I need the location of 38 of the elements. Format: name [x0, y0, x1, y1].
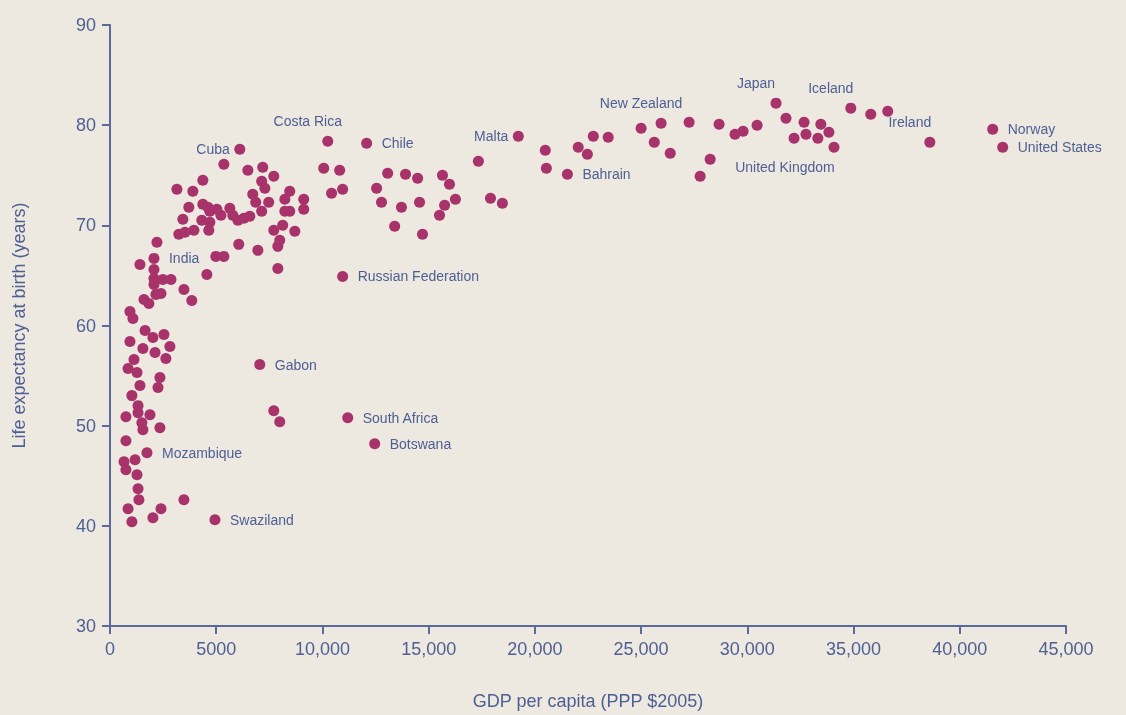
annotation: New Zealand — [599, 95, 683, 112]
annotation: Costa Rica — [273, 113, 343, 130]
y-tick-label: 60 — [75, 315, 96, 336]
x-tick-label: 25,000 — [613, 639, 669, 659]
x-tick-label: 0 — [104, 639, 116, 659]
annotation: United States — [1017, 139, 1102, 156]
y-tick-label: 90 — [75, 15, 96, 35]
x-tick-label: 10,000 — [294, 639, 350, 659]
annotation: Bahrain — [582, 166, 631, 183]
annotation: Norway — [1007, 121, 1056, 138]
annotation: Cuba — [196, 141, 231, 158]
y-tick-label: 50 — [75, 415, 96, 436]
x-tick-label: 5000 — [196, 639, 237, 659]
annotation: Malta — [474, 128, 509, 145]
x-tick-label: 40,000 — [932, 639, 988, 659]
annotation: United Kingdom — [735, 159, 835, 176]
annotation: Ireland — [888, 114, 932, 131]
y-tick-label: 40 — [75, 515, 96, 536]
annotation: South Africa — [362, 409, 439, 426]
y-axis-title: Life expectancy at birth (years) — [9, 202, 29, 449]
x-tick-label: 45,000 — [1038, 639, 1094, 659]
annotation: Swaziland — [229, 511, 294, 528]
annotation: Russian Federation — [357, 268, 480, 285]
x-tick-label: 15,000 — [401, 639, 457, 659]
x-axis-title: GDP per capita (PPP $2005) — [472, 691, 704, 711]
y-tick-label: 70 — [75, 215, 96, 236]
annotation: India — [168, 250, 200, 267]
x-tick-label: 35,000 — [826, 639, 882, 659]
annotation: Mozambique — [161, 444, 243, 461]
annotation: Iceland — [808, 80, 854, 97]
y-tick-label: 30 — [75, 616, 96, 636]
x-tick-label: 30,000 — [719, 639, 775, 659]
x-tick-label: 20,000 — [507, 639, 563, 659]
y-tick-label: 80 — [75, 115, 96, 136]
annotation: Chile — [381, 135, 414, 152]
annotation: Botswana — [389, 435, 452, 452]
annotation: Gabon — [274, 356, 317, 373]
annotation: Japan — [736, 75, 776, 92]
